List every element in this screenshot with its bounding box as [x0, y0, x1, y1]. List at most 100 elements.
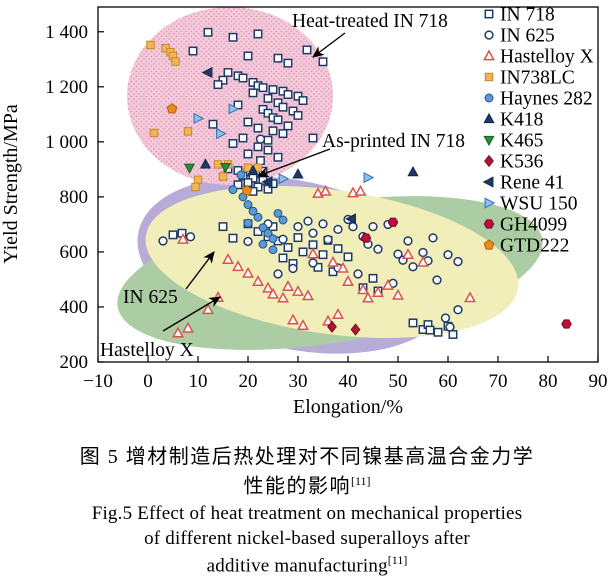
point-in-718 — [302, 45, 312, 55]
point-in-718 — [263, 184, 273, 194]
point-in-718 — [283, 90, 293, 99]
caption-chinese-line2: 性能的影响[11] — [0, 474, 614, 500]
annotation-label: IN 625 — [123, 287, 178, 308]
point-haynes-282 — [228, 185, 238, 195]
point-hastelloy-x — [172, 326, 184, 338]
point-in738lc — [149, 128, 159, 138]
x-tick-label: 40 — [339, 371, 358, 392]
point-hastelloy-x — [282, 280, 294, 291]
point-hastelloy-x — [177, 232, 189, 244]
point-in738lc — [146, 40, 155, 50]
point-in-718 — [448, 330, 458, 339]
point-hastelloy-x — [242, 266, 254, 278]
point-haynes-282 — [263, 228, 273, 238]
point-gh4099 — [360, 233, 372, 243]
point-hastelloy-x — [357, 283, 369, 295]
caption-english-line3: additive manufacturing[11] — [0, 553, 614, 578]
legend-marker-k418 — [483, 112, 495, 124]
y-axis-title: Yield Strength/MPa — [0, 104, 22, 264]
region-heat-treated-in718-region — [127, 7, 333, 185]
point-in-718 — [248, 88, 258, 98]
caption-en-text1: Fig.5 Effect of heat treatment on mechan… — [91, 502, 523, 524]
series-gtd222 — [166, 103, 253, 196]
point-in-625 — [243, 236, 253, 247]
point-hastelloy-x — [402, 248, 414, 260]
legend-label: WSU 150 — [500, 194, 577, 215]
point-in-625 — [353, 269, 363, 279]
point-in-625 — [428, 233, 438, 243]
point-hastelloy-x — [354, 184, 367, 196]
point-in-718 — [208, 119, 218, 129]
point-k536 — [327, 320, 337, 333]
point-in-718 — [233, 180, 243, 190]
point-in-718 — [293, 233, 303, 243]
point-in-718 — [243, 149, 253, 159]
legend-marker-wsu-150 — [484, 197, 496, 209]
point-in-718 — [273, 152, 283, 162]
point-in-718 — [298, 247, 308, 257]
point-haynes-282 — [268, 234, 278, 244]
point-haynes-282 — [243, 218, 253, 228]
point-in-625 — [308, 228, 318, 238]
point-haynes-282 — [248, 206, 258, 216]
point-hastelloy-x — [252, 275, 264, 286]
point-in-718 — [283, 243, 293, 252]
point-k418 — [199, 158, 212, 169]
point-in-718 — [256, 156, 265, 166]
point-in-718 — [188, 46, 198, 56]
point-haynes-282 — [268, 245, 278, 255]
point-in-625 — [303, 216, 313, 226]
point-in-625 — [158, 236, 168, 246]
legend-label: K465 — [500, 131, 543, 152]
point-in-718 — [268, 126, 278, 136]
y-tick-label: 1 000 — [45, 132, 88, 153]
point-haynes-282 — [253, 212, 263, 222]
series-k465 — [183, 163, 232, 174]
point-in-718 — [343, 252, 353, 262]
point-in-718 — [243, 178, 253, 188]
caption-en-text3: additive manufacturing — [206, 555, 388, 577]
point-in738lc — [213, 160, 223, 169]
point-hastelloy-x — [382, 278, 394, 290]
y-tick-label: 400 — [60, 297, 89, 318]
point-in-718 — [253, 142, 263, 152]
legend-marker-k465 — [483, 135, 495, 147]
point-in-718 — [278, 102, 288, 112]
point-in-625 — [318, 219, 328, 229]
point-in-718 — [333, 244, 343, 254]
point-in-625 — [445, 322, 455, 332]
point-in-718 — [278, 253, 288, 263]
point-rene-41 — [345, 213, 356, 225]
point-in-718 — [273, 115, 283, 125]
point-gh4099 — [561, 319, 572, 329]
point-in-625 — [293, 221, 303, 232]
point-in-718 — [263, 135, 273, 145]
point-rene-41 — [261, 176, 273, 188]
x-tick-label: 10 — [189, 371, 208, 392]
point-in-625 — [185, 232, 196, 242]
point-in-625 — [440, 313, 451, 323]
point-in-625 — [453, 305, 463, 315]
caption-en-ref: [11] — [387, 553, 408, 568]
point-in-718 — [168, 230, 178, 240]
scatter-plot: −10 0 10 20 30 40 50 60 70 80 90 200 400 600 800 1 000 1… — [0, 5, 608, 419]
point-hastelloy-x — [292, 284, 304, 296]
point-hastelloy-x — [267, 287, 279, 299]
point-hastelloy-x — [262, 281, 274, 293]
point-in-718 — [253, 29, 263, 39]
point-haynes-282 — [278, 215, 288, 225]
point-in-718 — [268, 85, 278, 95]
legend-label: IN 625 — [500, 26, 555, 47]
point-hastelloy-x — [297, 319, 309, 331]
point-in-625 — [403, 236, 413, 246]
point-in-718 — [283, 58, 293, 68]
point-in-625 — [368, 221, 378, 232]
point-gh4099 — [387, 217, 399, 227]
point-in-718 — [213, 80, 223, 90]
y-tick-label: 200 — [60, 352, 89, 373]
x-tick-label: −10 — [83, 371, 113, 392]
legend-marker-haynes-282 — [484, 93, 494, 103]
annotation-arrow — [185, 251, 215, 290]
